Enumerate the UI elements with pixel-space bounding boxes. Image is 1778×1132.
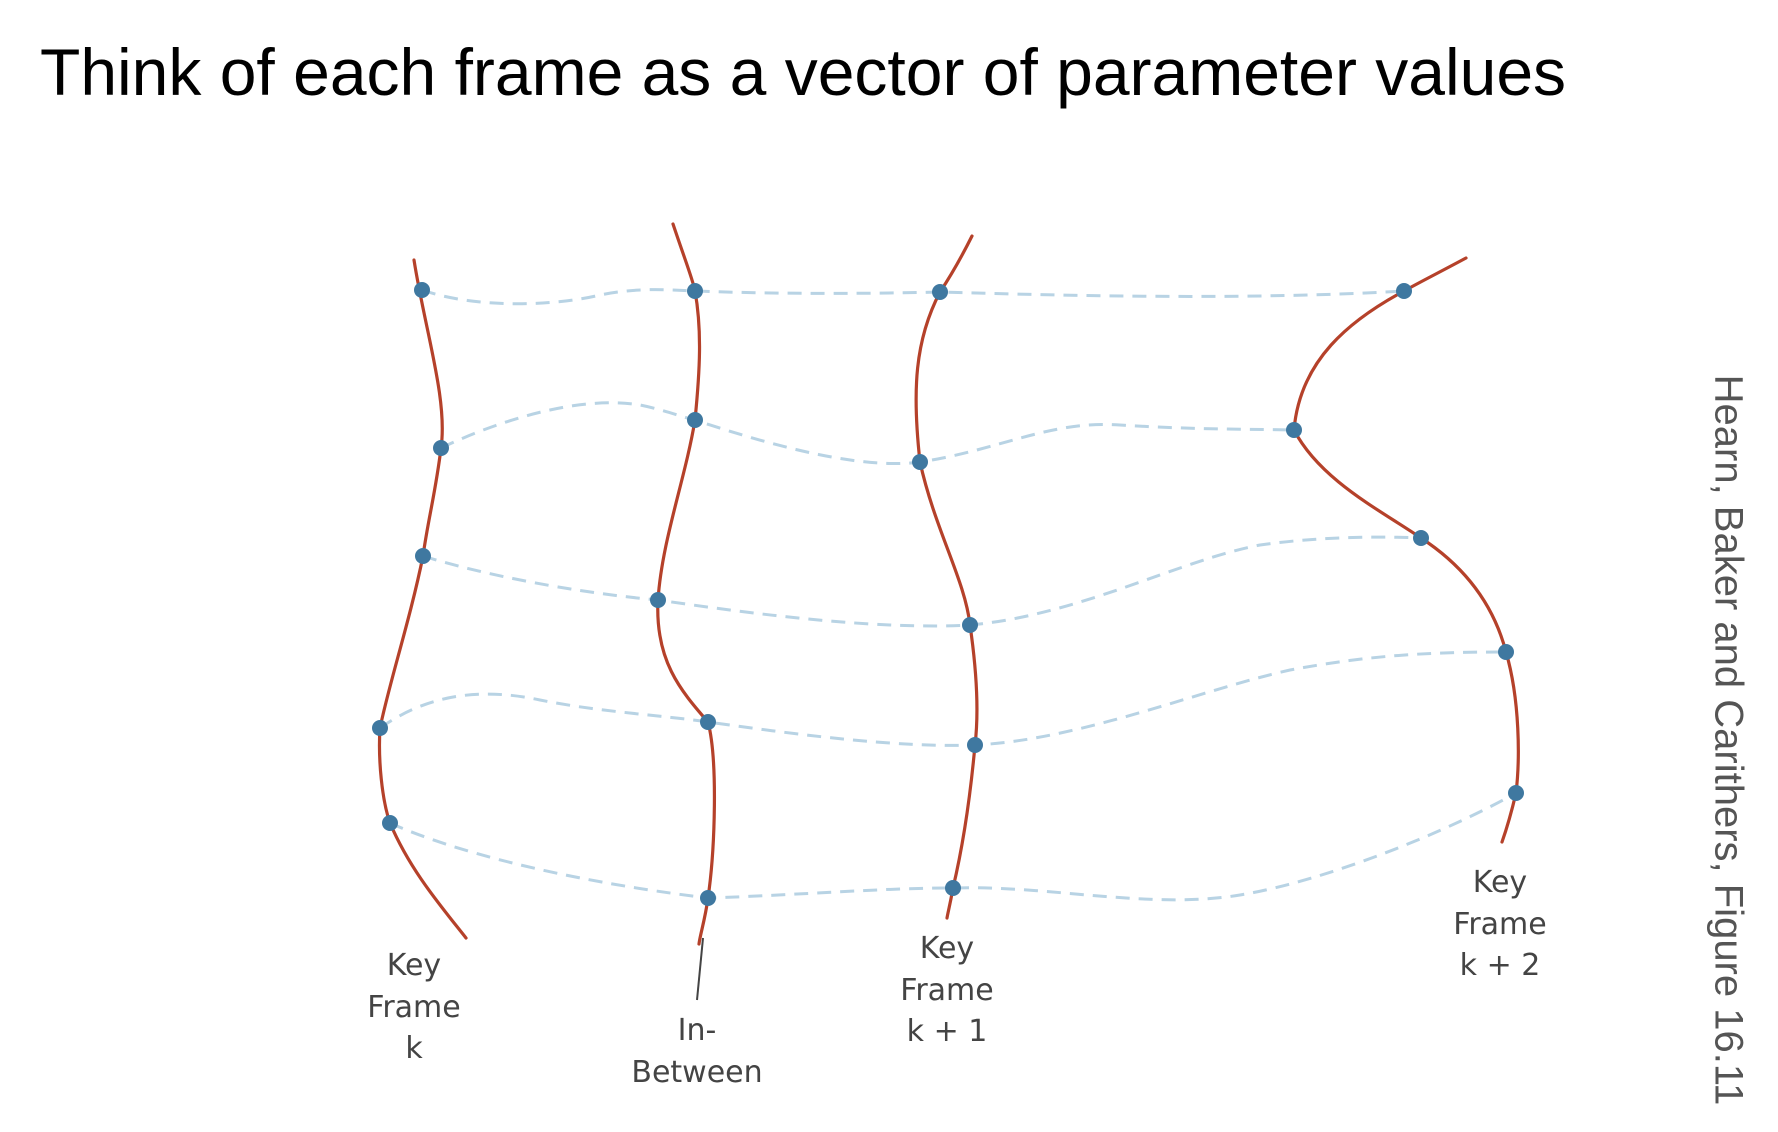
label-key-frame-k1: Key Frame k + 1 bbox=[900, 931, 993, 1049]
label-key-frame-k2-line1: Key bbox=[1473, 865, 1527, 900]
interpolation-path-1 bbox=[421, 288, 1405, 306]
figure-citation: Hearn, Baker and Carithers, Figure 16.11 bbox=[1706, 374, 1751, 1106]
label-key-frame-k-line2: Frame bbox=[367, 990, 460, 1025]
label-key-frame-k: Key Frame k bbox=[367, 948, 460, 1066]
point-k1-2 bbox=[912, 454, 928, 470]
point-k2-2 bbox=[1286, 422, 1302, 438]
point-k2-3 bbox=[1413, 530, 1429, 546]
curve-key-frame-k bbox=[377, 258, 468, 940]
point-k-1 bbox=[414, 282, 430, 298]
point-k-2 bbox=[433, 440, 449, 456]
label-key-frame-k1-line1: Key bbox=[920, 931, 974, 966]
point-k-5 bbox=[382, 815, 398, 831]
curve-key-frame-k2 bbox=[1292, 256, 1520, 844]
point-k2-5 bbox=[1508, 785, 1524, 801]
point-k2-4 bbox=[1498, 644, 1514, 660]
slide-title: Think of each frame as a vector of param… bbox=[40, 35, 1567, 109]
point-k2-1 bbox=[1396, 283, 1412, 299]
interpolation-path-3 bbox=[422, 535, 1422, 628]
label-in-between: In- Between bbox=[631, 1013, 762, 1090]
point-inbetween-4 bbox=[700, 714, 716, 730]
label-key-frame-k1-line3: k + 1 bbox=[907, 1014, 988, 1049]
parameter-points bbox=[372, 282, 1524, 906]
interpolation-path-4 bbox=[379, 650, 1507, 747]
point-k1-5 bbox=[945, 880, 961, 896]
point-k1-3 bbox=[962, 617, 978, 633]
curve-in-between bbox=[656, 222, 717, 946]
point-k1-1 bbox=[932, 284, 948, 300]
point-inbetween-3 bbox=[650, 592, 666, 608]
curve-key-frame-k1 bbox=[914, 234, 979, 920]
point-inbetween-2 bbox=[687, 412, 703, 428]
point-k1-4 bbox=[967, 737, 983, 753]
label-key-frame-k2-line3: k + 2 bbox=[1460, 948, 1541, 983]
label-key-frame-k-line1: Key bbox=[387, 948, 441, 983]
point-inbetween-1 bbox=[687, 283, 703, 299]
frame-curves bbox=[377, 222, 1520, 946]
interpolation-path-2 bbox=[440, 401, 1295, 466]
interpolation-paths bbox=[379, 288, 1517, 902]
point-k-3 bbox=[415, 548, 431, 564]
point-k-4 bbox=[372, 720, 388, 736]
label-key-frame-k-line3: k bbox=[405, 1031, 423, 1066]
inbetween-leader-line bbox=[696, 937, 704, 1001]
label-in-between-line2: Between bbox=[631, 1055, 762, 1090]
label-key-frame-k2-line2: Frame bbox=[1453, 907, 1546, 942]
label-key-frame-k1-line2: Frame bbox=[900, 973, 993, 1008]
label-in-between-line1: In- bbox=[678, 1013, 717, 1048]
point-inbetween-5 bbox=[700, 890, 716, 906]
label-key-frame-k2: Key Frame k + 2 bbox=[1453, 865, 1546, 983]
